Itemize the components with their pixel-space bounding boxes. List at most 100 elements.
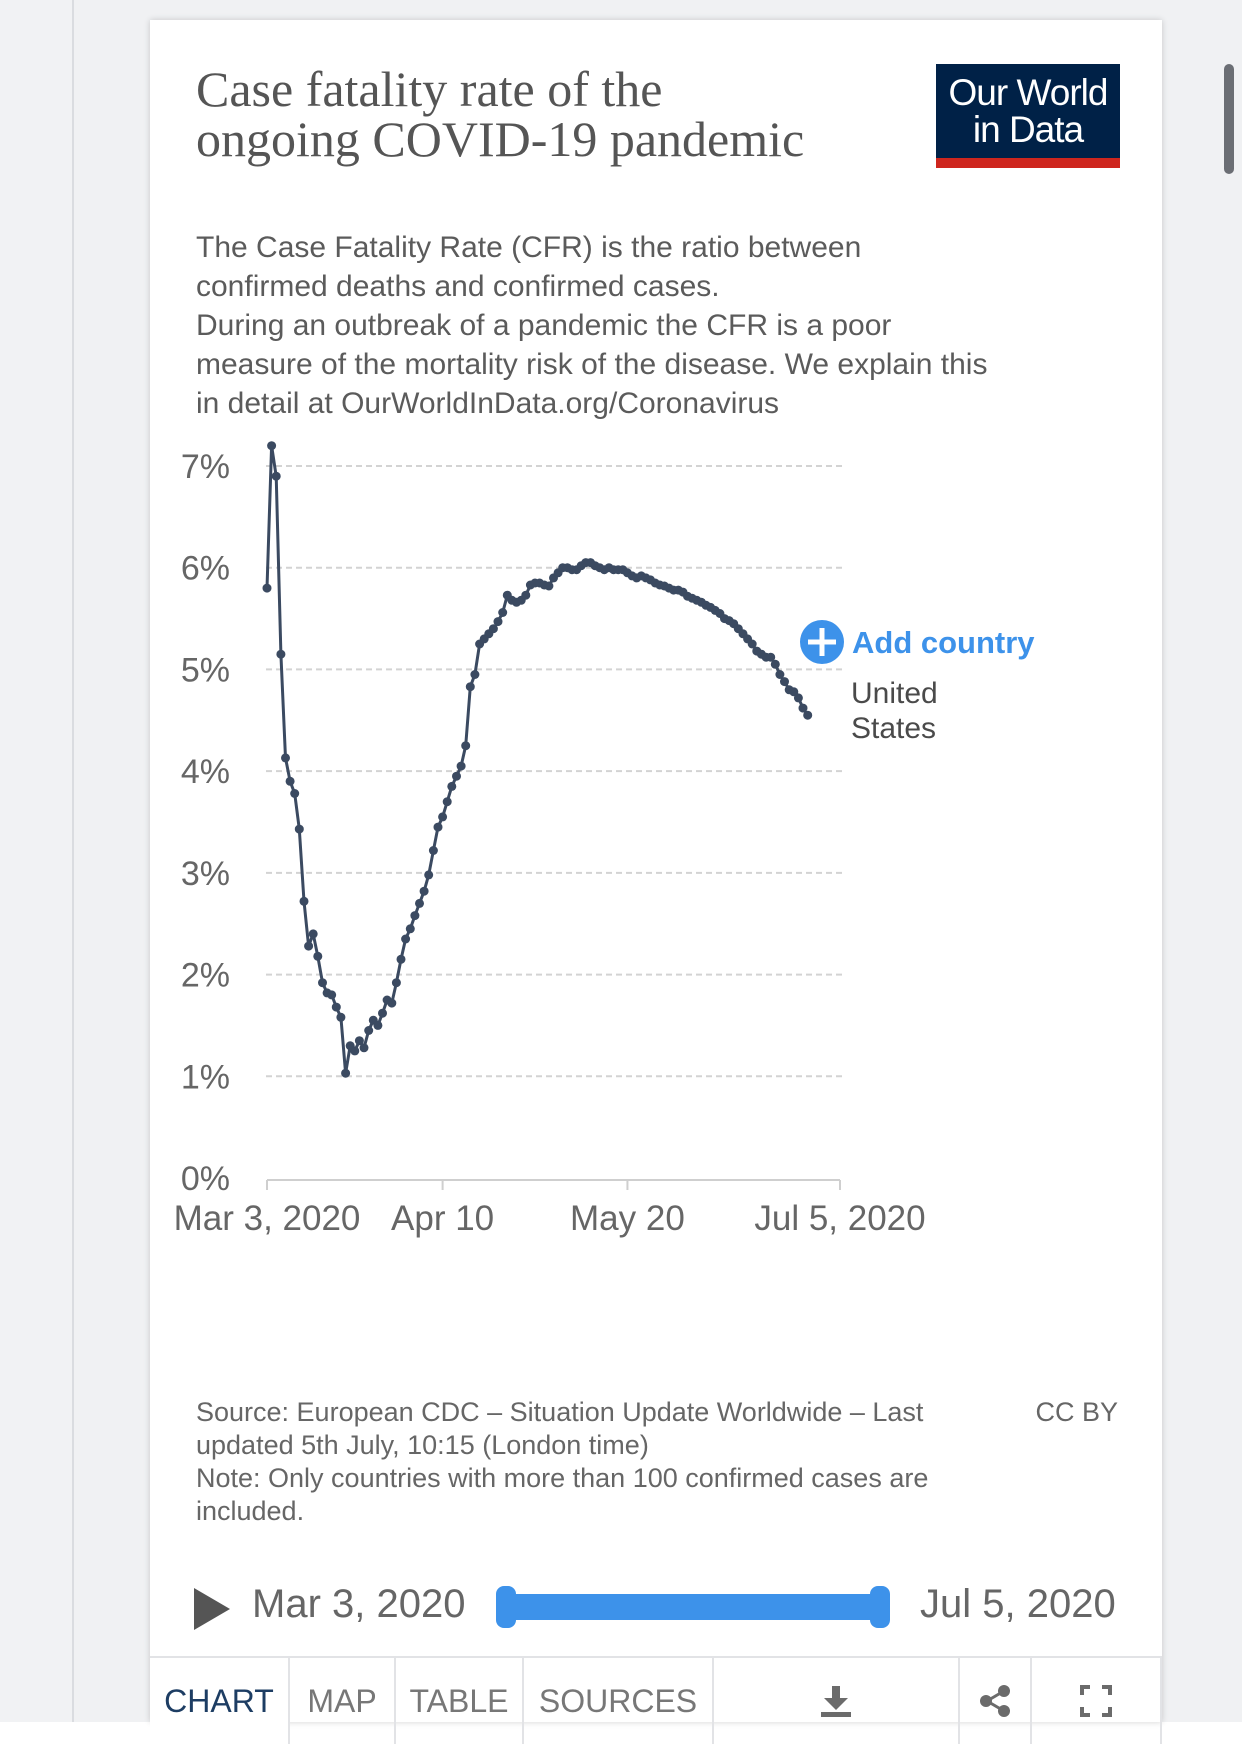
tab-table[interactable]: TABLE <box>394 1658 522 1744</box>
logo-red-bar <box>936 158 1120 168</box>
data-point <box>793 693 803 703</box>
subtitle-line: measure of the mortality risk of the dis… <box>196 348 988 381</box>
subtitle-line: confirmed deaths and confirmed cases. <box>196 270 720 303</box>
data-point <box>470 670 480 679</box>
scrollbar-thumb[interactable] <box>1224 64 1234 174</box>
data-point <box>798 703 808 713</box>
data-point <box>424 870 434 880</box>
y-tick-label: 4% <box>181 753 230 791</box>
data-point <box>391 978 401 988</box>
tab-map[interactable]: MAP <box>288 1658 394 1744</box>
data-point <box>364 1026 374 1035</box>
data-point <box>780 677 789 687</box>
subtitle-line: in detail at OurWorldInData.org/Coronavi… <box>196 387 780 420</box>
source-line: Source: European CDC – Situation Update … <box>196 1397 924 1427</box>
timeline-track[interactable] <box>504 1594 882 1620</box>
data-point <box>378 1008 387 1018</box>
y-tick-label: 6% <box>181 550 230 588</box>
chart-card: Case fatality rate of the ongoing COVID-… <box>150 20 1162 1744</box>
subtitle-line: During an outbreak of a pandemic the CFR… <box>196 309 892 342</box>
share-button[interactable] <box>958 1658 1030 1744</box>
tab-sources[interactable]: SOURCES <box>522 1658 712 1744</box>
license-link[interactable]: CC BY <box>1035 1397 1118 1427</box>
play-icon[interactable] <box>194 1588 230 1630</box>
x-tick-label: Apr 10 <box>391 1199 494 1238</box>
tab-bar: CHART MAP TABLE SOURCES <box>150 1656 1162 1744</box>
y-tick-label: 3% <box>181 855 230 893</box>
data-point <box>498 608 508 617</box>
x-tick-label: Mar 3, 2020 <box>174 1199 361 1238</box>
logo-line-1: Our World <box>948 72 1109 113</box>
tab-chart[interactable]: CHART <box>150 1658 288 1744</box>
data-point <box>452 771 461 781</box>
data-point <box>766 652 776 662</box>
data-point <box>281 753 290 763</box>
data-point <box>396 954 406 964</box>
source-line: updated 5th July, 10:15 (London time) <box>196 1430 649 1460</box>
data-point <box>354 1036 364 1046</box>
chart-title: Case fatality rate of the ongoing COVID-… <box>196 61 805 167</box>
data-point <box>373 1020 383 1030</box>
data-point <box>415 898 424 908</box>
share-icon <box>980 1685 1010 1717</box>
timeline-end-handle[interactable] <box>870 1586 890 1628</box>
x-tick-label: Jul 5, 2020 <box>754 1199 925 1238</box>
data-point <box>775 670 785 679</box>
data-point <box>493 617 503 627</box>
y-tick-label: 1% <box>181 1058 230 1096</box>
data-point <box>336 1012 346 1022</box>
data-point <box>433 822 443 832</box>
plus-icon-cross <box>808 628 836 656</box>
y-tick-label: 7% <box>181 448 230 486</box>
fullscreen-icon <box>1080 1685 1112 1717</box>
data-point <box>410 911 420 921</box>
data-point <box>770 659 780 669</box>
timeline-start-label: Mar 3, 2020 <box>252 1582 466 1626</box>
series-label: United <box>851 677 938 710</box>
data-point <box>359 1043 369 1053</box>
line-chart: 0% 1% 2% 3% 4% 5% 6% 7% Mar 3, 2020 Apr 10 May 20 J… <box>174 441 1035 1238</box>
data-point <box>803 710 813 720</box>
data-point <box>285 776 295 786</box>
owid-logo[interactable]: Our World in Data <box>936 64 1120 168</box>
data-point <box>401 934 411 944</box>
add-country-button[interactable]: Add country <box>800 620 1035 664</box>
logo-line-2: in Data <box>972 109 1084 150</box>
data-point <box>304 941 314 951</box>
download-icon <box>821 1686 851 1717</box>
y-tick-label: 0% <box>181 1160 230 1198</box>
timeline-end-label: Jul 5, 2020 <box>920 1582 1116 1626</box>
data-point <box>350 1046 360 1056</box>
data-point <box>262 583 272 593</box>
data-point <box>442 797 452 807</box>
data-point <box>789 687 799 697</box>
data-point <box>747 639 757 649</box>
data-point <box>419 886 429 896</box>
data-point <box>331 1002 341 1012</box>
download-button[interactable] <box>712 1658 958 1744</box>
data-point <box>290 789 300 798</box>
data-point <box>308 929 318 939</box>
data-point <box>405 924 415 934</box>
fullscreen-button[interactable] <box>1030 1658 1162 1744</box>
series-label: States <box>851 712 936 745</box>
timeline-start-handle[interactable] <box>496 1586 516 1628</box>
source-line: Note: Only countries with more than 100 … <box>196 1463 929 1493</box>
data-point <box>447 781 457 791</box>
series-line-united-states <box>265 444 809 1075</box>
chart-subtitle: The Case Fatality Rate (CFR) is the rati… <box>196 228 1076 423</box>
data-point <box>313 951 323 961</box>
y-tick-label: 2% <box>181 957 230 995</box>
data-point <box>428 846 438 855</box>
data-point <box>318 978 327 988</box>
data-point <box>299 896 309 906</box>
data-point <box>276 649 286 659</box>
data-point <box>465 682 475 692</box>
data-point <box>267 441 277 451</box>
x-tick-label: May 20 <box>570 1199 685 1238</box>
source-line: included. <box>196 1496 305 1526</box>
y-tick-label: 5% <box>181 651 230 689</box>
data-point <box>488 624 498 634</box>
data-point <box>544 581 554 591</box>
subtitle-line: The Case Fatality Rate (CFR) is the rati… <box>196 231 862 264</box>
